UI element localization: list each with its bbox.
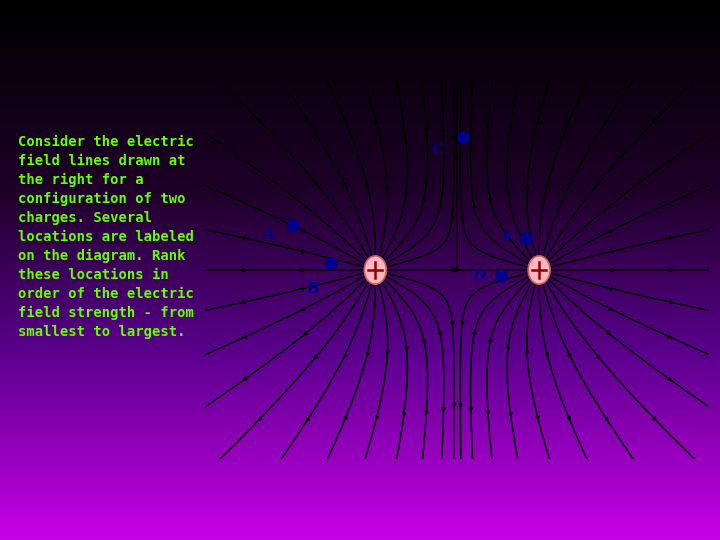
Ellipse shape (364, 256, 387, 284)
Text: D: D (472, 269, 486, 284)
Circle shape (325, 258, 337, 269)
Circle shape (458, 132, 469, 144)
Circle shape (521, 233, 532, 244)
Text: C: C (432, 143, 444, 157)
Ellipse shape (528, 256, 550, 284)
Text: Consider the electric
field lines drawn at
the right for a
configuration of two
: Consider the electric field lines drawn … (18, 135, 194, 340)
Text: A: A (262, 228, 274, 242)
Circle shape (288, 220, 299, 232)
Text: E: E (502, 232, 513, 246)
Text: B: B (306, 282, 319, 296)
Circle shape (495, 271, 507, 282)
